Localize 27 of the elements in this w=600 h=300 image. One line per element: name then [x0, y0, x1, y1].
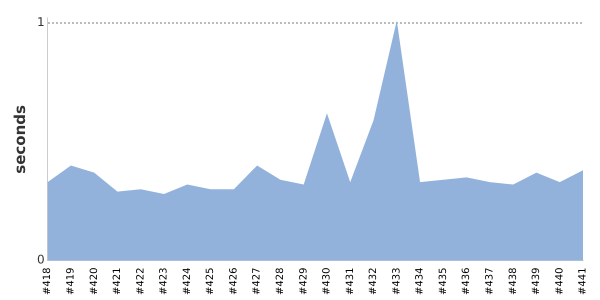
x-tick-label: #434: [414, 268, 426, 296]
x-tick-label: #436: [461, 268, 472, 296]
x-tick-label: #421: [112, 268, 124, 296]
x-tick-label: #426: [228, 268, 240, 296]
x-tick-label: #423: [158, 268, 170, 296]
x-tick-label: #422: [135, 268, 146, 296]
x-tick-label: #430: [322, 268, 333, 296]
x-tick-label: #428: [274, 268, 286, 296]
x-tick-label: #427: [252, 268, 263, 296]
x-tick-label: #433: [391, 268, 402, 296]
x-tick-label: #438: [508, 268, 519, 296]
x-tick-label: #420: [88, 268, 100, 296]
x-tick-label: #419: [66, 268, 77, 296]
x-tick-label: #432: [368, 268, 380, 296]
x-tick-label: #437: [484, 268, 496, 296]
y-axis-title: seconds: [10, 104, 29, 174]
x-tick-label: #424: [182, 268, 193, 296]
x-tick-label: #431: [344, 268, 356, 296]
x-tick-label: #429: [298, 268, 310, 296]
x-tick-label: #435: [438, 268, 449, 296]
x-tick-label: #439: [531, 268, 542, 296]
x-tick-label: #418: [42, 268, 54, 296]
x-tick-label: #440: [554, 268, 566, 296]
y-tick-label: 0: [36, 252, 45, 267]
x-tick-label: #425: [205, 268, 216, 296]
x-tick-label: #441: [578, 268, 589, 296]
y-tick-label: 1: [36, 15, 45, 30]
